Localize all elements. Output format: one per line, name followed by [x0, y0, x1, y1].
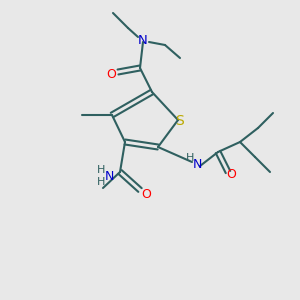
Text: O: O [141, 188, 151, 202]
Text: O: O [106, 68, 116, 80]
Text: H: H [97, 177, 105, 187]
Text: H: H [97, 165, 105, 175]
Text: H: H [186, 153, 194, 163]
Text: N: N [138, 34, 148, 47]
Text: O: O [226, 169, 236, 182]
Text: N: N [192, 158, 202, 170]
Text: S: S [176, 114, 184, 128]
Text: N: N [104, 169, 114, 182]
